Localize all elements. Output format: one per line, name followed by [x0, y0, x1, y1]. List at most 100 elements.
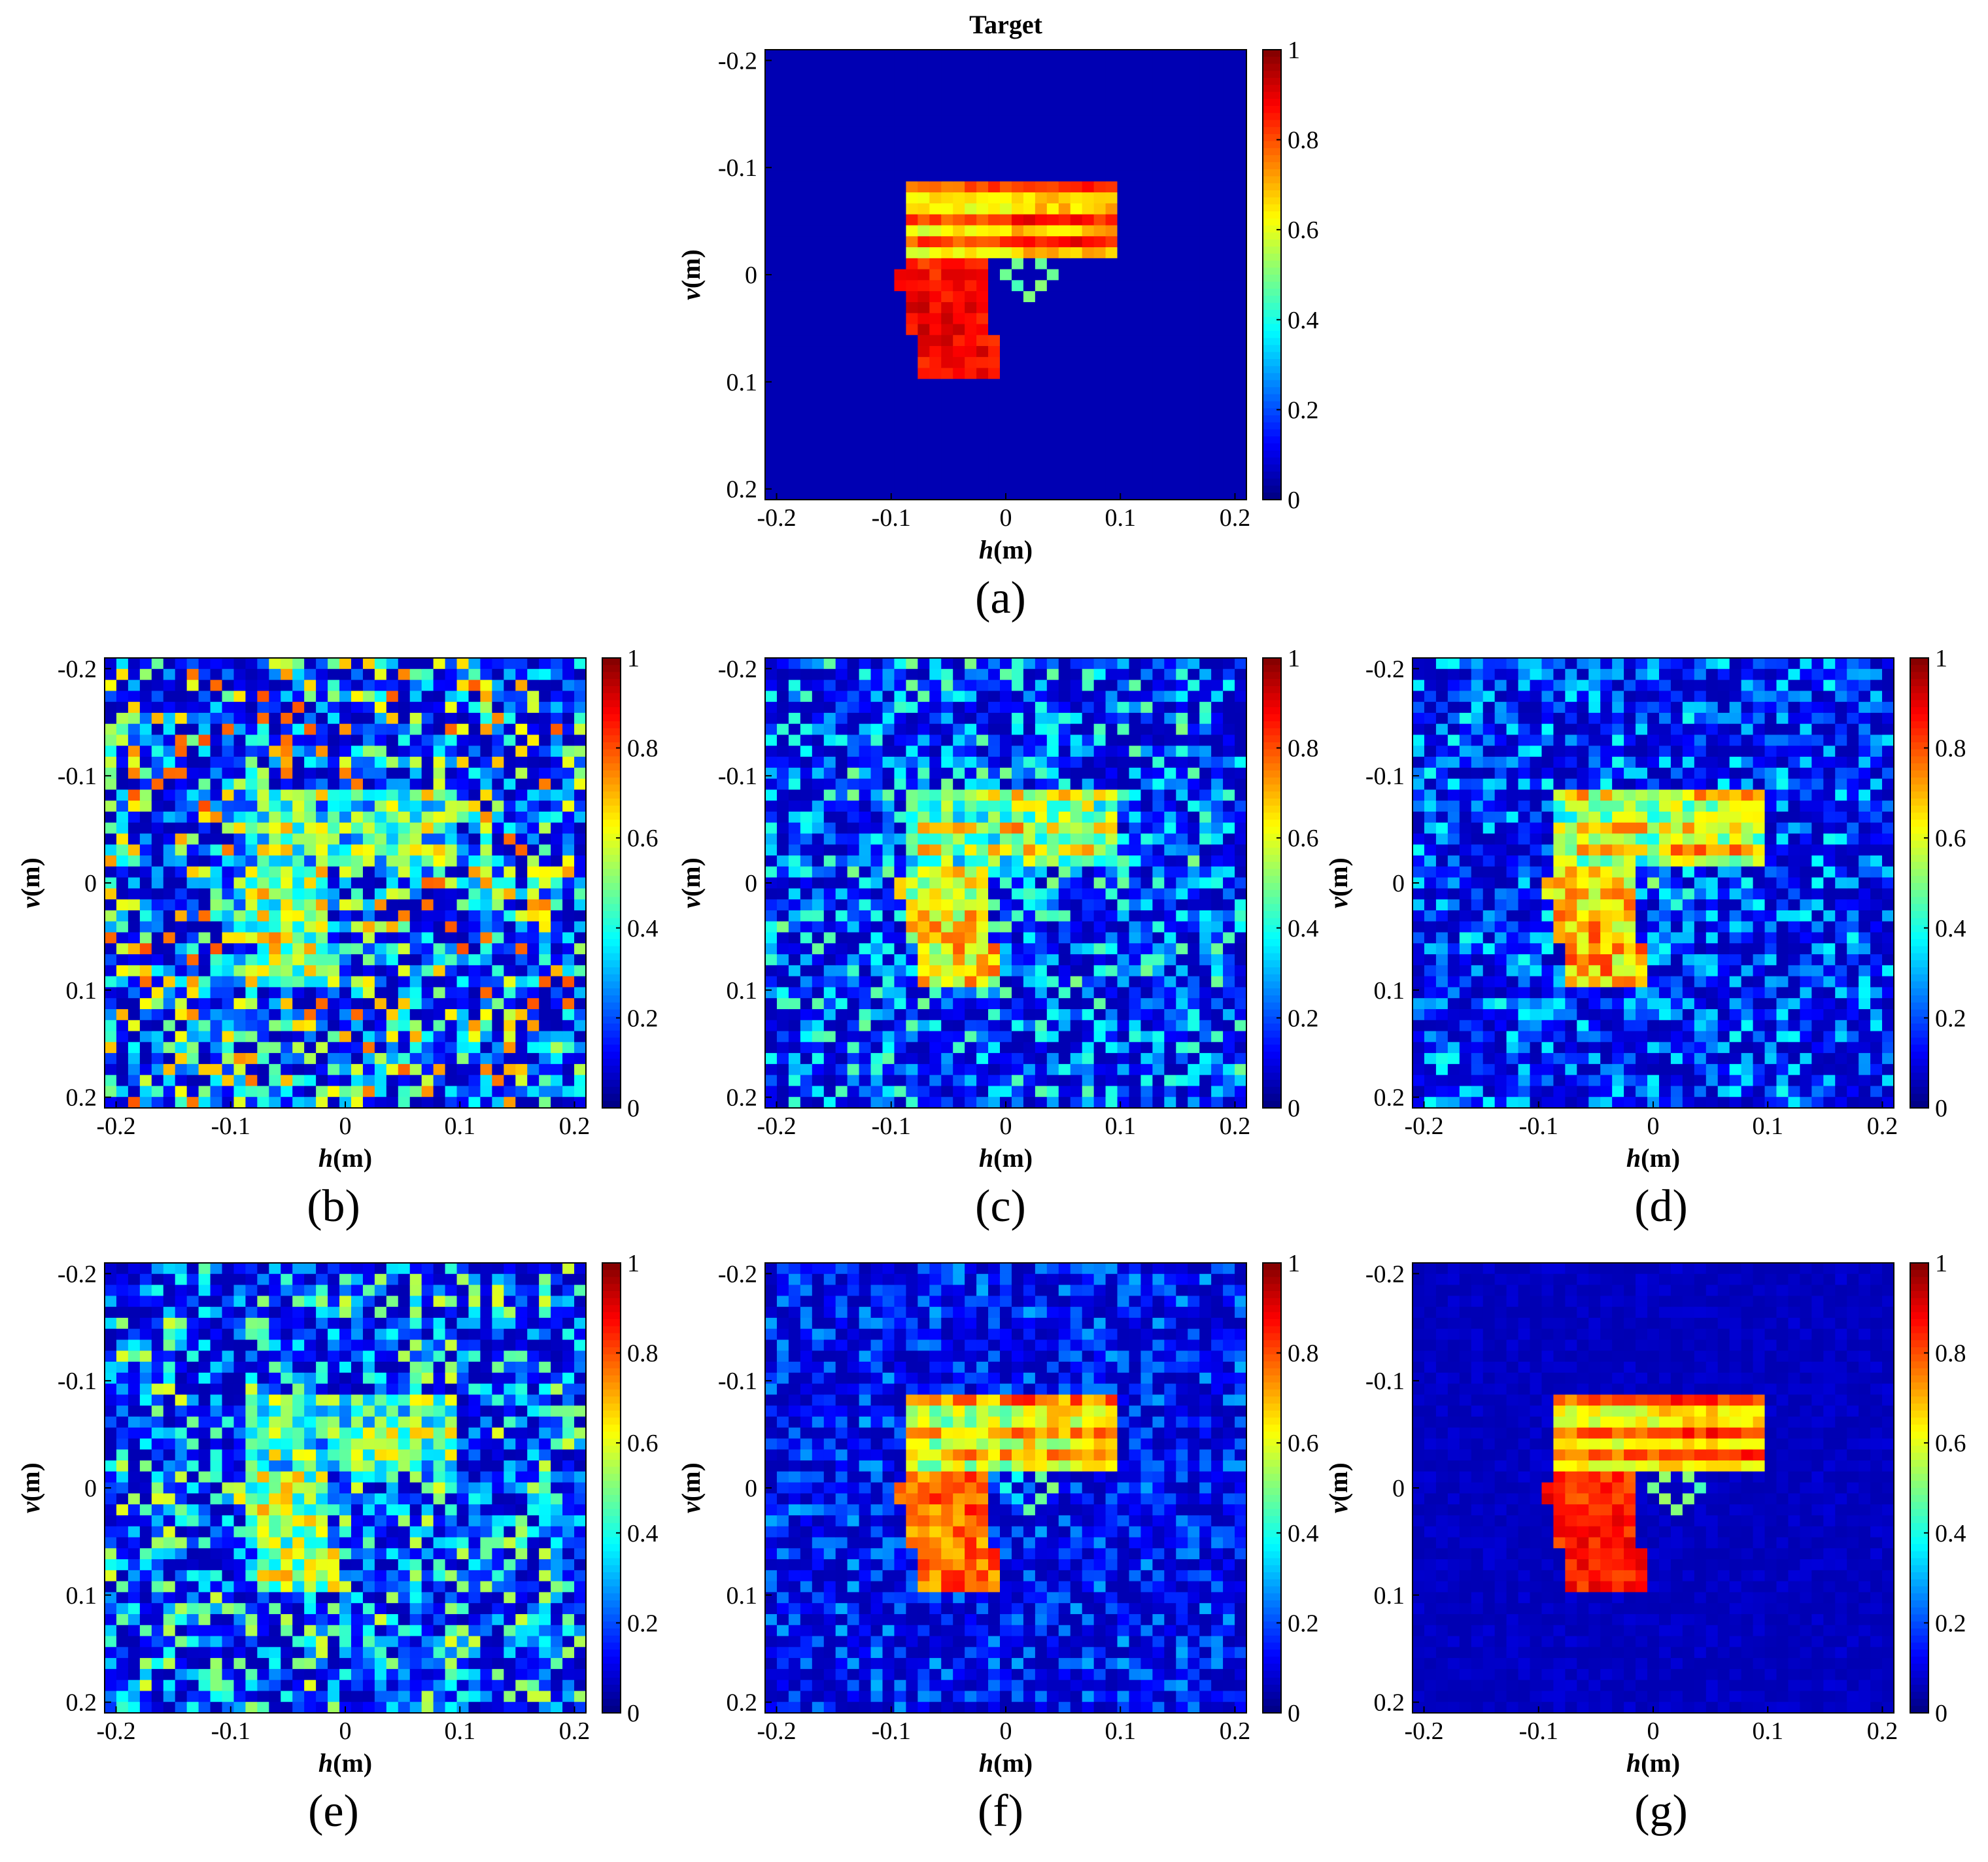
heatmap-cell — [894, 50, 907, 61]
heatmap-cell — [988, 1063, 1001, 1076]
heatmap-cell — [163, 855, 176, 867]
heatmap-cell — [988, 877, 1001, 889]
heatmap-cell — [1223, 50, 1235, 61]
heatmap-cell — [859, 1086, 872, 1097]
heatmap-cell — [812, 104, 825, 116]
heatmap-cell — [562, 734, 575, 746]
heatmap-cell — [1023, 1020, 1036, 1032]
heatmap-cell — [882, 159, 895, 171]
heatmap-cell — [917, 822, 930, 835]
heatmap-cell — [1046, 455, 1059, 468]
heatmap-cell — [1164, 159, 1176, 171]
colorbar-step — [602, 756, 621, 765]
heatmap-cell — [882, 801, 895, 812]
heatmap-cell — [988, 346, 1001, 358]
heatmap-cell — [835, 767, 848, 780]
heatmap-cell — [976, 723, 989, 736]
heatmap-cell — [269, 1031, 281, 1043]
heatmap-cell — [386, 746, 399, 757]
heatmap-cell — [1011, 866, 1024, 878]
heatmap-cell — [574, 668, 587, 681]
heatmap-cell — [574, 712, 587, 725]
heatmap-cell — [917, 778, 930, 790]
heatmap-cell — [1058, 346, 1071, 358]
heatmap-cell — [456, 1075, 470, 1087]
heatmap-cell — [1105, 466, 1118, 479]
heatmap-cell — [421, 855, 434, 867]
heatmap-cell — [965, 445, 977, 457]
heatmap-cell — [374, 757, 387, 768]
heatmap-cell — [374, 954, 387, 966]
heatmap-cell — [965, 50, 977, 61]
heatmap-cell — [186, 921, 199, 933]
heatmap-cell — [456, 712, 470, 725]
heatmap-cell — [894, 346, 907, 358]
heatmap-cell — [823, 833, 836, 845]
heatmap-cell — [976, 258, 989, 270]
heatmap-cell — [351, 746, 364, 757]
heatmap-cell — [105, 789, 117, 801]
heatmap-cell — [894, 159, 907, 171]
heatmap-cell — [269, 723, 281, 736]
heatmap-cell — [1023, 313, 1036, 325]
heatmap-cell — [269, 987, 281, 999]
heatmap-cell — [1129, 723, 1142, 736]
heatmap-cell — [1152, 269, 1165, 281]
heatmap-cell — [1152, 466, 1165, 479]
heatmap-cell — [492, 801, 504, 812]
heatmap-cell — [1117, 921, 1130, 933]
heatmap-cell — [812, 778, 825, 790]
heatmap-cell — [1046, 104, 1059, 116]
heatmap-cell — [1011, 888, 1024, 900]
heatmap-cell — [339, 723, 352, 736]
heatmap-cell — [1152, 1053, 1165, 1065]
heatmap-cell — [870, 954, 883, 966]
heatmap-cell — [186, 877, 199, 889]
heatmap-cell — [105, 910, 117, 922]
heatmap-cell — [574, 680, 587, 691]
heatmap-cell — [480, 1086, 492, 1097]
heatmap-cell — [116, 734, 129, 746]
heatmap-cell — [906, 1075, 918, 1087]
heatmap-cell — [281, 877, 293, 889]
heatmap-cell — [1082, 159, 1095, 171]
heatmap-cell — [1093, 801, 1106, 812]
heatmap-cell — [1011, 170, 1024, 182]
heatmap-cell — [1199, 313, 1212, 325]
heatmap-cell — [882, 400, 895, 413]
heatmap-cell — [835, 1020, 848, 1032]
heatmap-cell — [1235, 94, 1247, 105]
heatmap-cell — [1023, 1009, 1036, 1021]
heatmap-cell — [1199, 115, 1212, 128]
heatmap-cell — [468, 932, 481, 944]
heatmap-cell — [1000, 50, 1012, 61]
heatmap-cell — [1035, 1097, 1048, 1109]
heatmap-cell — [835, 822, 848, 835]
heatmap-cell — [198, 723, 211, 736]
heatmap-cell — [800, 1097, 813, 1109]
heatmap-cell — [128, 1053, 141, 1065]
heatmap-cell — [1129, 203, 1142, 215]
heatmap-cell — [186, 1075, 199, 1087]
heatmap-cell — [316, 1042, 328, 1054]
heatmap-cell — [456, 844, 470, 856]
heatmap-cell — [374, 899, 387, 911]
heatmap-cell — [186, 1031, 199, 1043]
heatmap-cell — [882, 899, 895, 911]
heatmap-cell — [812, 422, 825, 434]
heatmap-cell — [953, 1009, 965, 1021]
heatmap-cell — [965, 269, 977, 281]
heatmap-cell — [882, 1063, 895, 1076]
heatmap-cell — [163, 932, 176, 944]
heatmap-cell — [1058, 855, 1071, 867]
heatmap-cell — [870, 181, 883, 193]
heatmap-cell — [1093, 434, 1106, 445]
heatmap-cell — [812, 932, 825, 944]
heatmap-cell — [539, 789, 551, 801]
heatmap-cell — [1152, 921, 1165, 933]
heatmap-cell — [421, 1053, 434, 1065]
heatmap-cell — [1223, 71, 1235, 83]
heatmap-cell — [894, 888, 907, 900]
heatmap-cell — [316, 943, 328, 955]
heatmap-cell — [198, 767, 211, 780]
